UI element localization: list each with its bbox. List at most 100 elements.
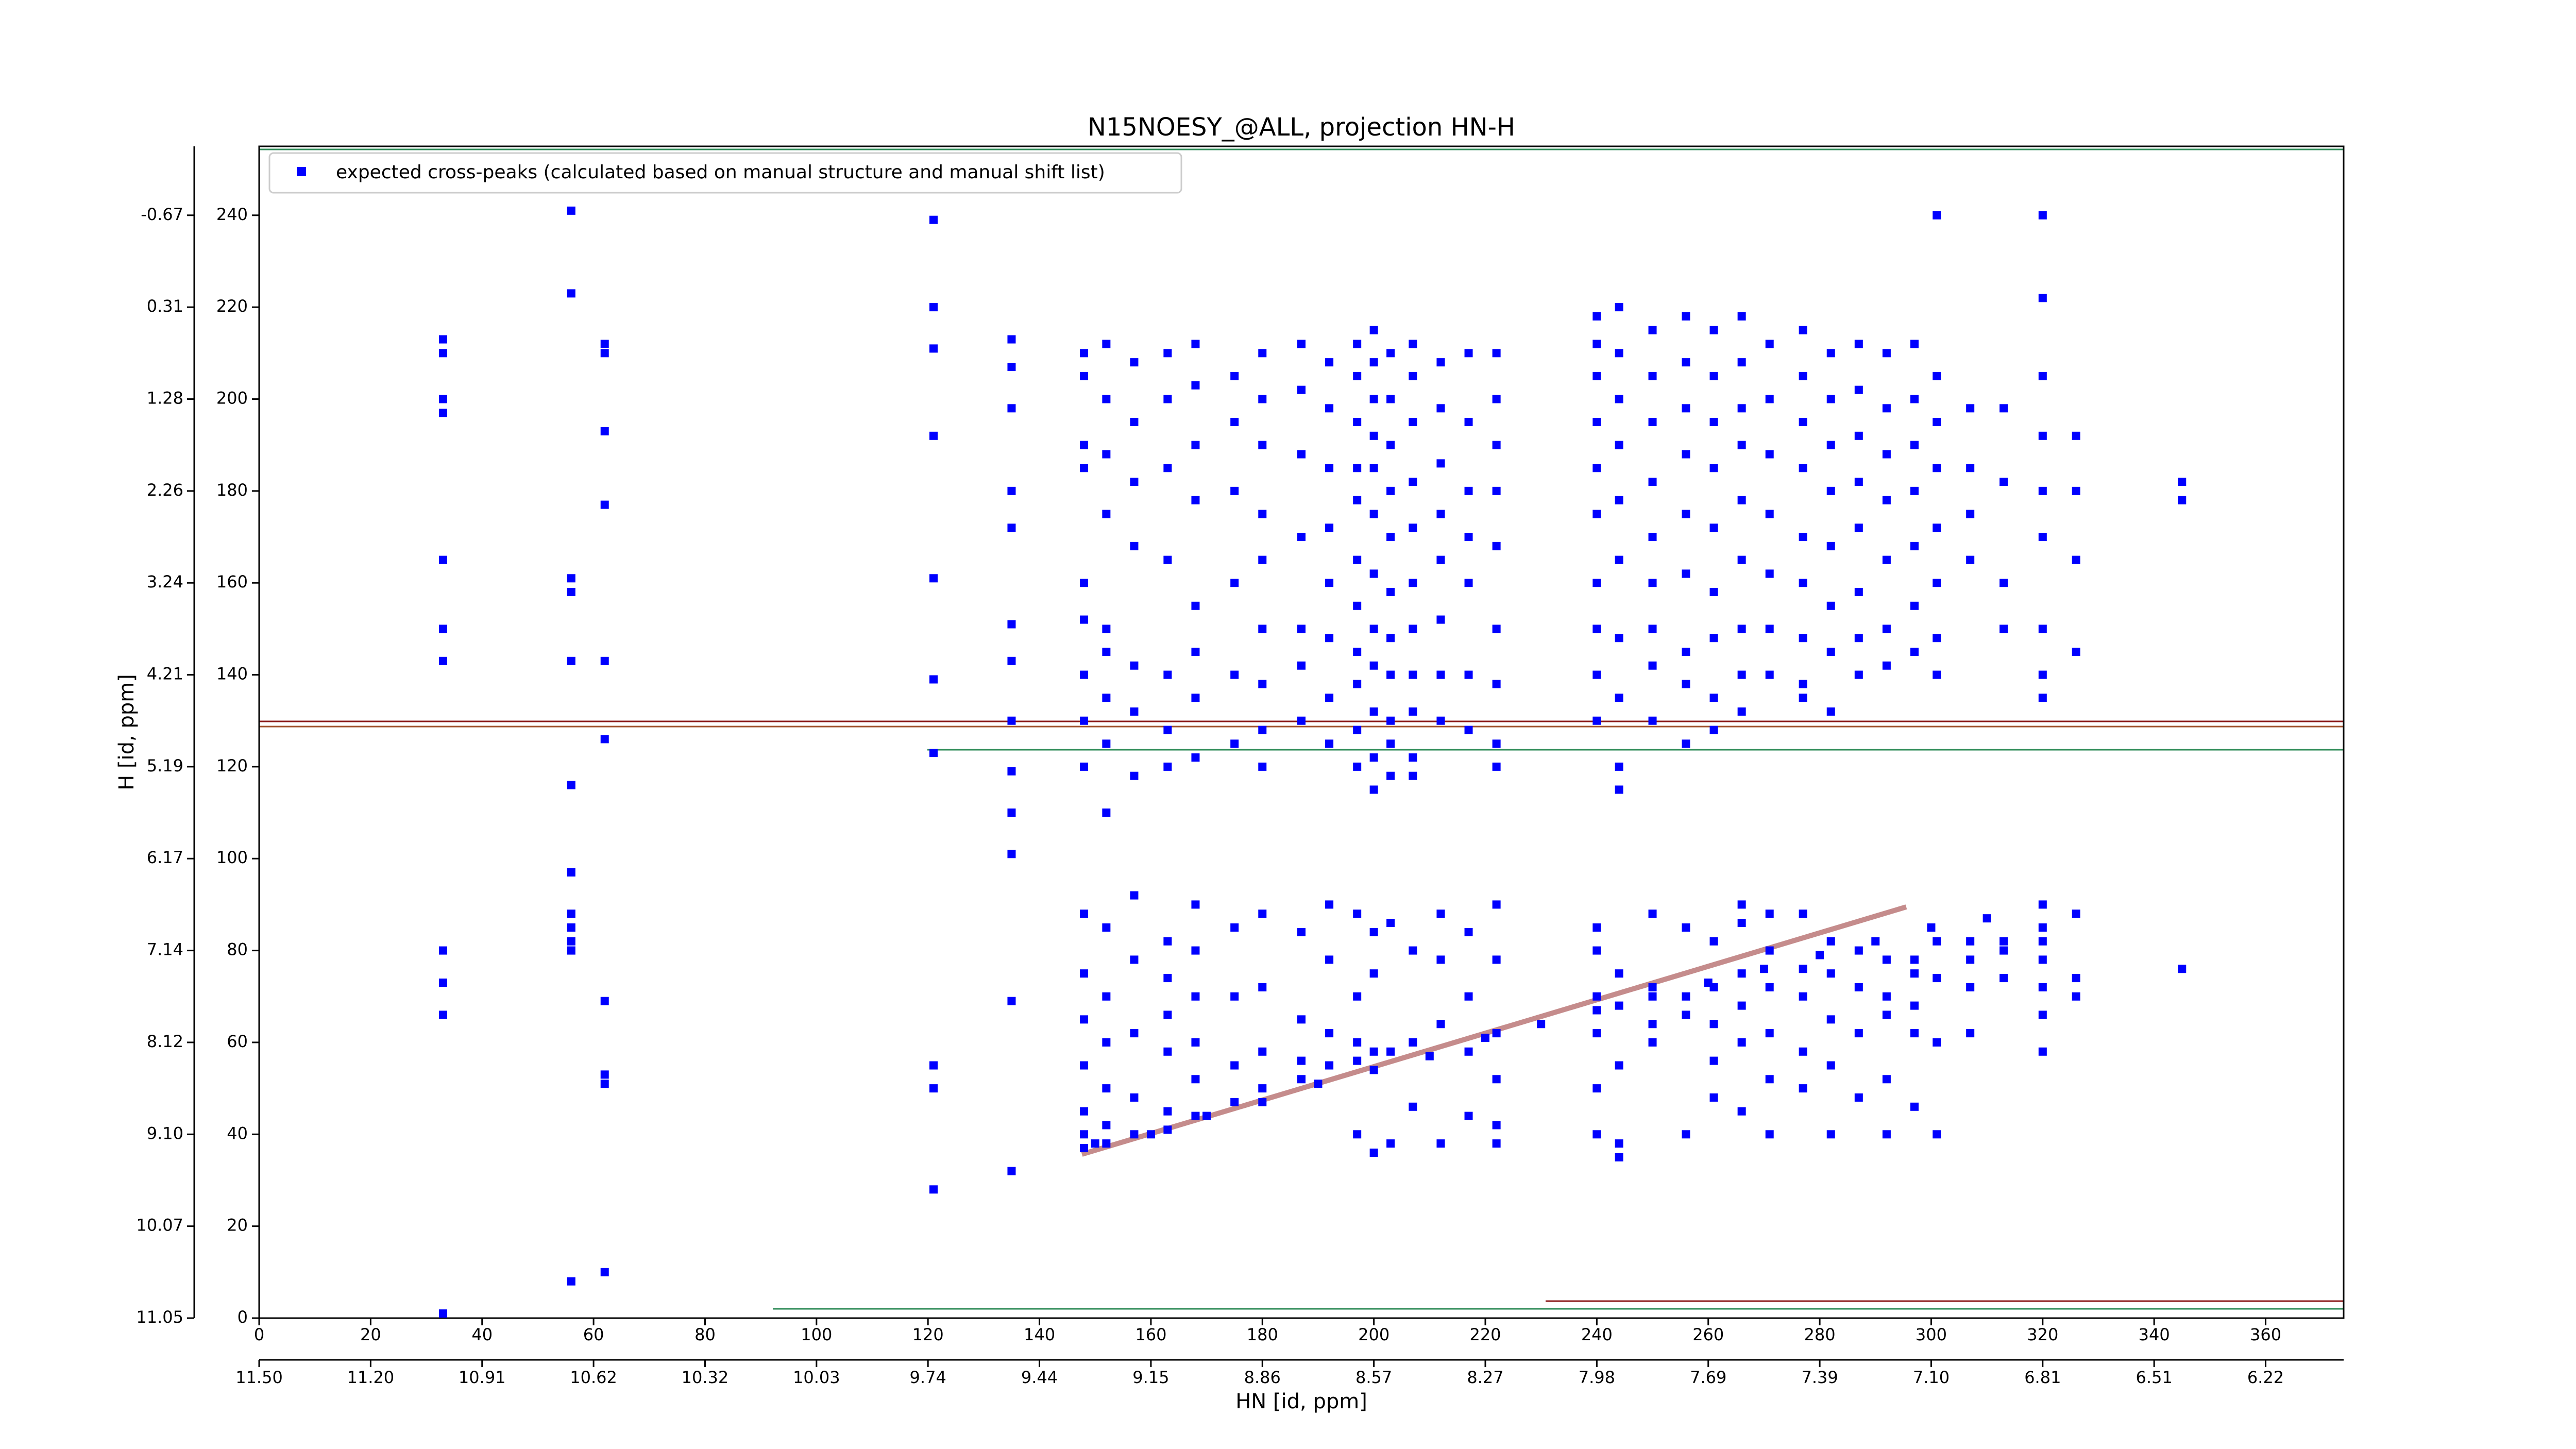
cross-peak <box>1163 974 1172 983</box>
cross-peak <box>1999 625 2008 633</box>
cross-peak <box>1854 1029 1863 1038</box>
cross-peak <box>1191 1111 1200 1120</box>
cross-peak <box>1297 1075 1306 1084</box>
x-tick-label: 80 <box>694 1325 716 1344</box>
cross-peak <box>1163 1047 1172 1056</box>
cross-peak <box>1369 510 1378 518</box>
cross-peak <box>1436 955 1445 964</box>
cross-peak <box>1314 1080 1323 1088</box>
cross-peak <box>1933 464 1941 473</box>
cross-peak <box>1709 726 1718 734</box>
cross-peak <box>1592 579 1601 587</box>
chart-title: N15NOESY_@ALL, projection HN-H <box>1088 113 1515 142</box>
y-tick-label: 140 <box>216 664 248 684</box>
cross-peak <box>1353 340 1362 348</box>
cross-peak <box>1007 767 1016 776</box>
cross-peak <box>1425 1052 1434 1060</box>
cross-peak <box>1648 992 1657 1001</box>
cross-peak <box>1615 496 1623 504</box>
cross-peak <box>1882 555 1891 564</box>
cross-peak <box>1615 634 1623 643</box>
cross-peak <box>1325 579 1334 587</box>
cross-peak <box>1648 1020 1657 1029</box>
cross-peak <box>567 574 575 583</box>
cross-peak <box>1191 441 1200 449</box>
cross-peak <box>1999 404 2008 413</box>
y-ppm-tick-label: 11.05 <box>136 1307 183 1327</box>
cross-peak <box>439 1309 447 1318</box>
cross-peak <box>1297 533 1306 541</box>
cross-peak <box>1709 1020 1718 1029</box>
cross-peak <box>1386 441 1395 449</box>
cross-peak <box>1759 965 1768 973</box>
cross-peak <box>1007 997 1016 1005</box>
cross-peak <box>1191 694 1200 702</box>
cross-peak <box>1765 909 1774 918</box>
cross-peak <box>1615 395 1623 403</box>
cross-peak <box>1369 464 1378 473</box>
cross-peak <box>1369 928 1378 936</box>
cross-peak <box>1353 464 1362 473</box>
cross-peak <box>1436 404 1445 413</box>
y-tick-label: 160 <box>216 572 248 592</box>
cross-peak <box>1492 680 1501 688</box>
cross-peak <box>1297 1056 1306 1065</box>
cross-peak <box>2038 625 2047 633</box>
cross-peak <box>1230 418 1239 427</box>
cross-peak <box>1799 464 1807 473</box>
cross-peak <box>567 923 575 932</box>
cross-peak <box>1492 625 1501 633</box>
cross-peak <box>2178 965 2187 973</box>
cross-peak <box>1369 753 1378 762</box>
cross-peak <box>1202 1111 1211 1120</box>
cross-peak <box>1910 969 1919 978</box>
cross-peak <box>1353 647 1362 656</box>
cross-peak <box>1130 1093 1139 1102</box>
y-tick-label: 0 <box>238 1307 248 1327</box>
cross-peak <box>1102 739 1111 748</box>
cross-peak <box>1615 441 1623 449</box>
x-ppm-tick-label: 6.51 <box>2136 1368 2173 1387</box>
cross-peak <box>1799 418 1807 427</box>
x-ppm-tick-label: 11.50 <box>235 1368 283 1387</box>
cross-peak <box>1163 555 1172 564</box>
cross-peak <box>1409 340 1417 348</box>
cross-peak <box>1409 579 1417 587</box>
cross-peak <box>1882 450 1891 459</box>
cross-peak <box>600 1080 609 1088</box>
cross-peak <box>1163 1010 1172 1019</box>
cross-peak <box>600 500 609 509</box>
cross-peak <box>1163 349 1172 358</box>
cross-peak <box>600 340 609 348</box>
cross-peak <box>1007 1167 1016 1175</box>
cross-peak <box>1682 510 1690 518</box>
cross-peak <box>1648 418 1657 427</box>
cross-peak <box>1436 615 1445 624</box>
cross-peak <box>1933 1130 1941 1139</box>
cross-peak <box>1648 326 1657 334</box>
cross-peak <box>1615 762 1623 771</box>
y-ppm-tick-label: 5.19 <box>147 756 183 776</box>
cross-peak <box>1297 340 1306 348</box>
cross-peak <box>1436 716 1445 725</box>
x-tick-label: 280 <box>1804 1325 1836 1344</box>
cross-peak <box>1130 707 1139 716</box>
cross-peak <box>1854 588 1863 597</box>
cross-peak <box>929 574 938 583</box>
cross-peak <box>1648 1038 1657 1047</box>
cross-peak <box>1258 395 1267 403</box>
cross-peak <box>1258 983 1267 991</box>
y-ppm-tick-label: 10.07 <box>136 1216 183 1235</box>
y-ppm-tick-label: 8.12 <box>147 1032 183 1051</box>
cross-peak <box>1258 349 1267 358</box>
cross-peak <box>1882 1075 1891 1084</box>
cross-peak <box>2072 555 2080 564</box>
cross-peak <box>1258 1084 1267 1093</box>
cross-peak <box>1369 395 1378 403</box>
cross-peak <box>929 675 938 684</box>
cross-peak <box>567 937 575 946</box>
cross-peak <box>1464 486 1473 495</box>
cross-peak <box>1682 680 1690 688</box>
cross-peak <box>1436 358 1445 367</box>
cross-peak <box>1130 358 1139 367</box>
